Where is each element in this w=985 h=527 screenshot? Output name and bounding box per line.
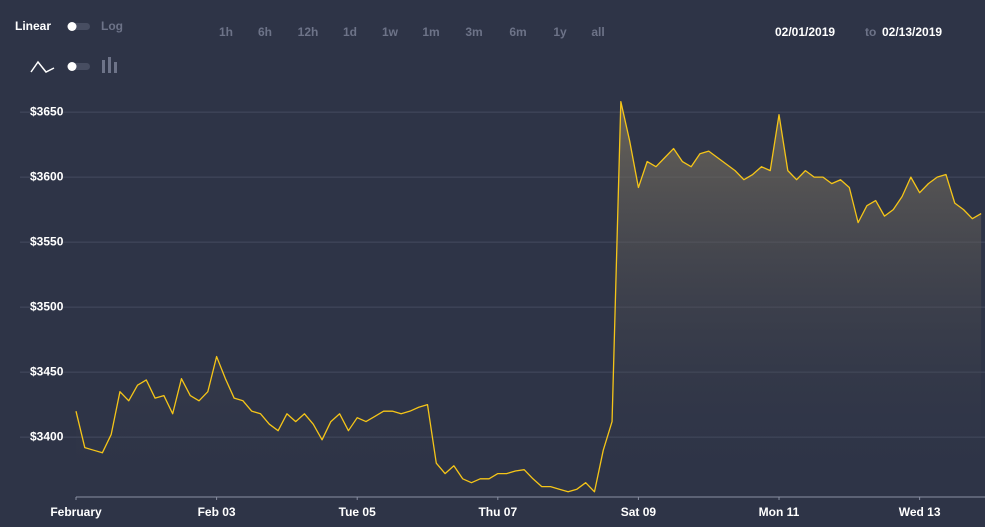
x-tick-label: Mon 11 — [759, 505, 800, 519]
x-tick-label: Tue 05 — [339, 505, 376, 519]
y-tick-label: $3500 — [30, 299, 64, 313]
line-style-icon[interactable] — [30, 60, 55, 73]
scale-log[interactable]: Log — [101, 19, 123, 33]
candle-style-icon[interactable] — [102, 57, 117, 73]
range-button[interactable]: all — [591, 25, 604, 39]
y-tick-label: $3450 — [30, 364, 64, 378]
area — [76, 101, 982, 497]
range-button[interactable]: 12h — [298, 25, 319, 39]
x-tick-label: Thu 07 — [478, 505, 517, 519]
range-button[interactable]: 6m — [509, 25, 526, 39]
range-button[interactable]: 1y — [553, 25, 567, 39]
range-button[interactable]: 6h — [258, 25, 272, 39]
y-tick-label: $3600 — [30, 169, 64, 183]
y-tick-label: $3400 — [30, 429, 64, 443]
range-button[interactable]: 3m — [465, 25, 482, 39]
date-separator: to — [865, 25, 876, 39]
range-buttons: 1h 6h 12h 1d 1w 1m 3m 6m 1y all — [219, 25, 605, 39]
price-line — [75, 101, 982, 493]
scale-linear[interactable]: Linear — [15, 19, 51, 33]
plot: $3400 $3450 $3500 $3550 $3600 $3650 February Fe… — [20, 101, 985, 519]
x-tick-label: Feb 03 — [198, 505, 236, 519]
range-button[interactable]: 1h — [219, 25, 233, 39]
range-button[interactable]: 1d — [343, 25, 357, 39]
date-to[interactable]: 02/13/2019 — [882, 25, 942, 39]
x-tick-label: February — [50, 505, 102, 519]
range-button[interactable]: 1w — [382, 25, 399, 39]
date-from[interactable]: 02/01/2019 — [775, 25, 835, 39]
x-tick-label: Wed 13 — [899, 505, 941, 519]
y-tick-label: $3550 — [30, 234, 64, 248]
style-toggle-knob[interactable] — [67, 62, 77, 71]
range-button[interactable]: 1m — [422, 25, 439, 39]
x-tick-label: Sat 09 — [621, 505, 657, 519]
y-tick-label: $3650 — [30, 104, 64, 118]
scale-toggle-knob[interactable] — [67, 22, 77, 31]
